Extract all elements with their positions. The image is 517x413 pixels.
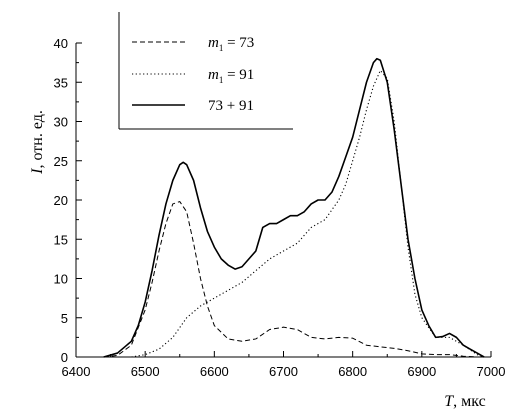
y-tick-label: 0: [61, 350, 68, 365]
y-tick-label: 40: [54, 36, 68, 51]
x-tick-label: 6500: [131, 364, 160, 379]
legend-label-3: 73 + 91: [208, 98, 254, 114]
x-tick-label: 6700: [269, 364, 298, 379]
y-axis-title: I, отн. ед.: [29, 110, 46, 175]
series-line-2: [131, 69, 485, 358]
plot-frame: [75, 43, 491, 358]
legend-label-2: m1 = 91: [208, 67, 254, 85]
legend: m1 = 73 m1 = 91 73 + 91: [118, 12, 293, 130]
y-tick-label: 10: [54, 272, 68, 287]
series-layer: [103, 57, 485, 358]
y-axis: 0 5 10 15 20 25 30 35 40: [54, 36, 82, 365]
series-line-1: [103, 201, 485, 358]
y-tick-label: 5: [61, 311, 68, 326]
x-tick-label: 7000: [477, 364, 506, 379]
x-tick-label: 6400: [62, 364, 91, 379]
x-tick-label: 6900: [407, 364, 436, 379]
y-tick-label: 25: [54, 154, 68, 169]
x-tick-label: 6800: [338, 364, 367, 379]
y-tick-label: 15: [54, 232, 68, 247]
legend-label-1: m1 = 73: [208, 35, 254, 53]
y-tick-label: 35: [54, 75, 68, 90]
y-tick-label: 30: [54, 115, 68, 130]
x-axis-title: T, мкс: [444, 393, 486, 410]
x-axis: 6400 6500 6600 6700 6800 6900 7000: [62, 351, 506, 379]
x-tick-label: 6600: [200, 364, 229, 379]
y-tick-label: 20: [54, 193, 68, 208]
series-line-3: [103, 57, 485, 358]
